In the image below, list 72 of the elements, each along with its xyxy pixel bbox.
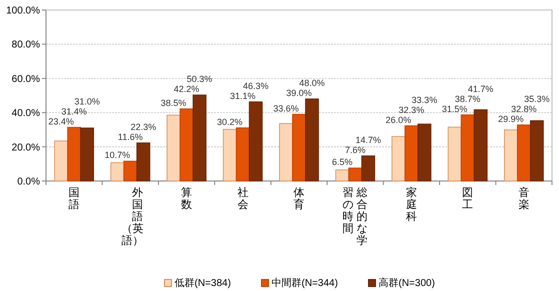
bar <box>192 94 206 182</box>
bar <box>67 126 82 182</box>
data-label: 48.0% <box>299 78 325 88</box>
y-tick-label: 80.0% <box>12 40 40 51</box>
legend-label: 高群(N=300) <box>378 276 435 290</box>
data-label: 31.5% <box>442 104 468 114</box>
bar <box>418 124 432 182</box>
bar <box>504 129 518 182</box>
bar <box>123 160 138 182</box>
data-label: 33.6% <box>273 103 299 114</box>
data-label: 29.9% <box>498 114 524 124</box>
data-label: 39.0% <box>286 88 312 98</box>
bar <box>236 127 250 182</box>
bar <box>448 126 462 182</box>
bar <box>222 128 237 182</box>
data-label: 31.0% <box>74 96 100 106</box>
x-tick-label: 国語 <box>68 187 80 213</box>
bar <box>305 98 319 182</box>
x-tick-label: 外国語（英語） <box>120 187 144 247</box>
data-label: 42.2% <box>174 84 200 94</box>
x-tick-label: 社会 <box>236 187 249 213</box>
data-label: 31.4% <box>61 106 87 116</box>
y-tick-label: 40.0% <box>12 108 40 120</box>
x-tick-label: 家庭科 <box>405 187 418 225</box>
y-tick-label: 100.0% <box>6 6 40 16</box>
bar <box>166 114 180 182</box>
data-label: 35.3% <box>524 94 550 104</box>
data-label: 50.3% <box>186 74 212 84</box>
data-label: 7.6% <box>344 144 366 155</box>
data-label: 23.4% <box>48 116 74 126</box>
data-label: 14.7% <box>355 134 381 145</box>
bar <box>404 125 418 182</box>
data-label: 11.6% <box>118 132 143 142</box>
x-tick-label: 図工 <box>462 187 474 213</box>
bar <box>80 128 94 182</box>
data-label: 30.2% <box>217 116 243 127</box>
data-label: 41.7% <box>468 84 494 94</box>
legend-label: 中間群(N=344) <box>272 276 338 290</box>
legend-label: 低群(N=384) <box>174 277 231 290</box>
bar <box>530 120 544 182</box>
bar <box>248 101 263 182</box>
bar <box>335 169 350 182</box>
data-label: 38.5% <box>160 98 186 108</box>
y-tick-label: 0.0% <box>17 176 40 188</box>
x-tick-label: 体育 <box>293 187 305 213</box>
bar <box>361 155 376 182</box>
data-label: 32.3% <box>398 104 424 115</box>
data-label: 26.0% <box>386 114 412 125</box>
bar <box>460 114 475 182</box>
data-label: 33.3% <box>412 94 438 105</box>
data-label: 6.5% <box>332 157 352 168</box>
bar <box>392 136 406 182</box>
data-label: 22.3% <box>130 122 156 132</box>
data-label: 31.1% <box>230 90 256 101</box>
bar <box>348 168 362 182</box>
x-tick-label: 音楽 <box>518 187 530 213</box>
bar <box>136 142 150 182</box>
y-tick-label: 60.0% <box>12 74 40 85</box>
y-tick-label: 20.0% <box>12 142 40 154</box>
bar <box>180 108 194 182</box>
data-label: 10.7% <box>104 150 130 160</box>
bar <box>54 140 68 182</box>
bar <box>292 114 306 182</box>
bar <box>279 123 293 182</box>
data-label: 38.7% <box>454 94 480 104</box>
data-label: 46.3% <box>243 80 269 91</box>
category-label: 総合的な学習の時間 <box>342 187 368 247</box>
bar <box>474 109 488 182</box>
x-tick-label: 算数 <box>180 187 193 213</box>
data-label: 32.8% <box>511 104 537 114</box>
bar <box>516 124 531 182</box>
bar <box>110 162 124 182</box>
